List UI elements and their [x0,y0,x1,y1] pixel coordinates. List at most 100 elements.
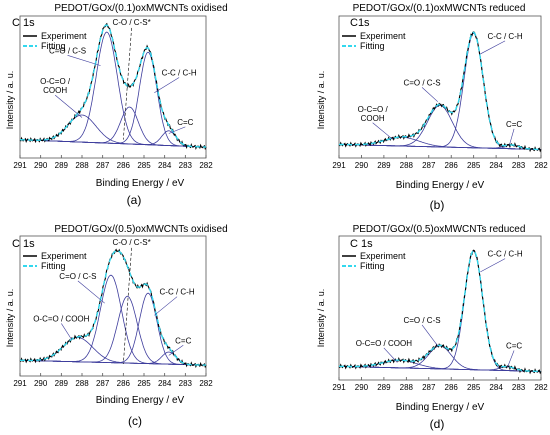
panel-c-plot-frame [19,235,207,377]
panel-a-annotation-leader [54,94,83,118]
panel-c-background-line [20,359,206,366]
panel-b-xtick-label: 286 [445,161,459,170]
panel-a-xtick-label: 285 [137,161,151,170]
panel-a-xtick-label: 291 [13,161,27,170]
panel-b-annotation-leader [421,87,438,102]
panel-d-plot: 291 290 289 288 287 286 285 284 283 282 Experiment… [332,235,548,392]
panel-c-annotation-leader [77,280,105,304]
panel-c-xtick-label: 287 [96,379,110,388]
panel-d-peak-annotation: C=O / C-S [403,316,440,325]
panel-a-legend-fitting-label: Fitting [41,41,66,51]
panel-b-xtick-label: 288 [400,161,414,170]
panel-b-plot-frame [338,15,542,159]
panel-c-xtick-label: 284 [158,379,172,388]
panel-b-xtick-label: 287 [422,161,436,170]
panel-b-letter: (b) [430,198,445,212]
panel-a-peak-annotation: C-O / C-S* [112,18,150,27]
panel-a-peak-annotation: C-C / C-H [162,69,197,78]
panel-c-component-peak [20,292,206,366]
panel-c-peak-annotation: O-C=O / COOH [33,314,89,323]
panel-c-peak-annotation: C-C / C-H [160,288,195,297]
panel-c-peak-annotation: C=C [175,336,191,345]
panel-b-legend-fitting-label: Fitting [360,41,385,51]
panel-a-xtick-label: 290 [34,161,48,170]
panel-a-xtick-label: 286 [117,161,131,170]
panel-b-annotation-leader [372,122,394,140]
panel-d-background-line [338,365,541,372]
panel-b-region: C1s [350,17,370,29]
panel-d-ylabel: Intensity / a. u. [316,289,326,348]
panel-a-legend-experiment-label: Experiment [41,31,87,41]
panel-b-peak-annotation: C=C [506,120,522,129]
panel-d-annotation-leader [480,258,506,273]
panel-d-xtick-label: 289 [377,383,391,392]
panel-d-plot-frame [338,235,542,381]
panel-a-fitting-line [20,24,207,148]
panel-d-peak-annotation: O-C=O / COOH [356,339,412,348]
panel-b-xtick-label: 282 [534,161,548,170]
panel-d-annotation-leader [383,347,398,363]
panel-d-region: C 1s [350,238,373,250]
panel-a: PEDOT/GOx/(0.1)oxMWCNTs oxidised C 1s 29… [5,3,228,207]
panel-d-xtick-label: 285 [467,383,481,392]
panel-d-xlabel: Binding Energy / eV [396,402,485,413]
panel-a-component-peak [20,51,207,148]
panel-d-peak-annotation: C-C / C-H [488,250,523,259]
panel-d-xtick-label: 284 [489,383,503,392]
panel-b-peak-annotation: O-C=O / COOH [358,105,389,123]
panel-a-xtick-label: 283 [179,161,193,170]
panel-d-xtick-label: 282 [534,383,548,392]
panel-b-peak-annotation: C-C / C-H [488,32,523,41]
panel-a-annotation-leader [67,55,101,66]
panel-a-xlabel: Binding Energy / eV [96,178,185,189]
panel-b-background-line [339,144,541,150]
panel-a-ylabel: Intensity / a. u. [5,71,15,130]
panel-b-peak-annotation: C=O / C-S [403,78,440,87]
panel-b-xtick-label: 283 [512,161,526,170]
panel-a-background-line [20,139,207,148]
panel-a-annotation-leader [154,77,180,94]
panel-c-plot: 291 290 289 288 287 286 285 284 283 282 Experiment… [13,235,213,388]
panel-a-xtick-label: 289 [55,161,69,170]
panel-c-xlabel: Binding Energy / eV [96,395,185,406]
panel-a-plot-frame [19,15,207,159]
panel-c-peak-annotation: C=O / C-S [59,272,96,281]
panel-d-xtick-label: 291 [332,383,346,392]
panel-d-annotation-leader [421,324,438,347]
panel-a-xtick-label: 282 [199,161,213,170]
panel-c-annotation-leader [168,345,184,356]
panel-a-peak-annotation: O-C=O / COOH [40,77,71,95]
panel-a-peak-annotation: C=C [177,118,193,127]
panel-c-xtick-label: 285 [137,379,151,388]
panel-c-xtick-label: 288 [75,379,89,388]
panel-d-title: PEDOT/GOx/(0.5)oxMWCNTs reduced [353,224,526,235]
panel-b: PEDOT/GOx/(0.1)oxMWCNTs reduced C1s 291 2… [316,3,548,212]
panel-d-xtick-label: 286 [445,383,459,392]
panel-c-title: PEDOT/GOx/(0.5)oxMWCNTs oxidised [54,224,227,235]
panel-a-region: C 1s [12,17,35,29]
panel-d-legend-fitting-label: Fitting [360,261,385,271]
panel-c-xtick-label: 290 [34,379,48,388]
panel-c-xtick-label: 291 [13,379,27,388]
panel-a-plot: 291 290 289 288 287 286 285 284 283 282 Experiment… [13,15,213,170]
panel-a-xtick-label: 288 [75,161,89,170]
panel-c-legend-fitting-label: Fitting [41,261,66,271]
panel-b-ylabel: Intensity / a. u. [316,71,326,130]
panel-c-peak-annotation: C-O / C-S* [112,238,150,247]
panel-b-legend-experiment-label: Experiment [360,31,406,41]
panel-a-xtick-label: 287 [96,161,110,170]
panel-c-annotation-leader [154,296,178,316]
panel-b-plot: 291 290 289 288 287 286 285 284 283 282 Experiment… [332,15,548,170]
panel-c-fitting-line [20,250,206,366]
panel-a-peak-annotation: C=O / C-S [49,46,86,55]
panel-b-xtick-label: 290 [355,161,369,170]
panel-c: PEDOT/GOx/(0.5)oxMWCNTs oxidised C 1s 29… [5,224,228,428]
panel-d-xtick-label: 290 [355,383,369,392]
panel-a-annotation-leader [123,27,132,140]
panel-b-xtick-label: 289 [377,161,391,170]
panel-d-peak-annotation: C=C [506,341,522,350]
panel-b-xtick-label: 291 [332,161,346,170]
panel-d-fitting-line [339,250,541,373]
panel-a-letter: (a) [127,193,142,207]
